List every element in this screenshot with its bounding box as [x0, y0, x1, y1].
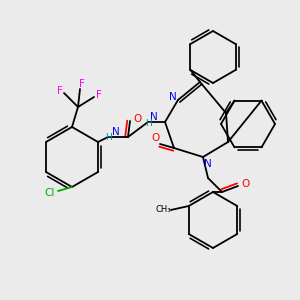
Text: O: O [133, 114, 141, 124]
Text: Cl: Cl [45, 188, 55, 198]
Text: N: N [150, 112, 158, 122]
Text: N: N [204, 159, 212, 169]
Text: F: F [96, 90, 102, 100]
Text: N: N [112, 127, 120, 137]
Text: CH₃: CH₃ [155, 206, 170, 214]
Text: O: O [151, 133, 159, 143]
Text: N: N [169, 92, 177, 102]
Text: H: H [105, 134, 111, 142]
Text: F: F [57, 86, 63, 96]
Text: O: O [241, 179, 249, 189]
Text: F: F [79, 79, 85, 89]
Text: H: H [145, 118, 152, 127]
